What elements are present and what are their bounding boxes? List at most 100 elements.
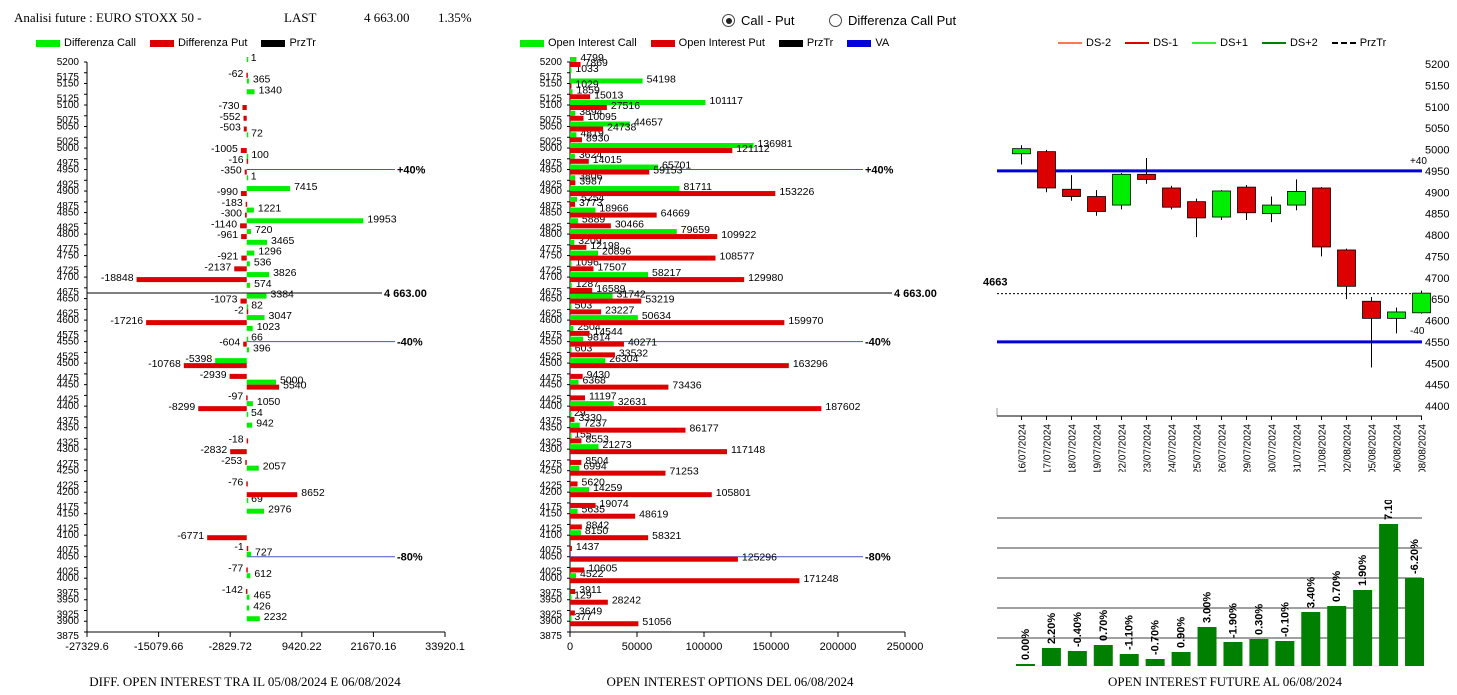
legend-item: PrzTr xyxy=(1331,37,1386,49)
y-tick-label: 3975 xyxy=(540,588,563,599)
bar xyxy=(570,272,649,278)
bar xyxy=(570,153,575,159)
data-label: -6771 xyxy=(177,530,204,542)
bar xyxy=(246,218,364,224)
bar xyxy=(570,438,582,444)
x-tick-label: 16/07/2024 xyxy=(1018,424,1029,472)
y-tick-label: 5025 xyxy=(540,136,563,147)
legend-item: DS-2 xyxy=(1058,37,1111,49)
bar xyxy=(136,277,247,283)
data-label: -6.20% xyxy=(1409,539,1421,574)
bar xyxy=(246,545,249,551)
bar xyxy=(570,126,604,132)
data-label: 2232 xyxy=(264,611,288,623)
data-label: 377 xyxy=(575,611,593,623)
bar xyxy=(1015,664,1035,666)
data-label: 59153 xyxy=(653,165,682,177)
data-label: 66 xyxy=(251,332,263,344)
y-tick-label: 4025 xyxy=(57,566,80,577)
data-label: 1221 xyxy=(258,203,282,215)
bar xyxy=(246,616,260,622)
x-tick-label: 250000 xyxy=(887,641,924,653)
candle-body xyxy=(1362,300,1381,319)
data-label: 3330 xyxy=(578,412,602,424)
data-label: 0.70% xyxy=(1331,571,1343,602)
bar xyxy=(246,497,249,503)
legend-label: Open Interest Call xyxy=(548,37,637,49)
y-tick-label: 4575 xyxy=(57,330,80,341)
bar xyxy=(570,492,712,498)
x-tick-label: 19/07/2024 xyxy=(1093,424,1104,472)
radio-call-put[interactable]: Call - Put xyxy=(722,13,794,28)
legend-label: Differenza Call xyxy=(64,37,136,49)
radio-call-put-label: Call - Put xyxy=(741,13,795,28)
bar xyxy=(570,309,602,315)
data-label: 14015 xyxy=(593,154,622,166)
data-label: 0.30% xyxy=(1253,604,1265,635)
data-label: 8842 xyxy=(586,519,610,531)
data-label: 24738 xyxy=(607,122,636,134)
y-tick-label: 4000 xyxy=(540,573,563,584)
bar xyxy=(1275,641,1295,666)
y-tick-label: 4800 xyxy=(1425,230,1449,242)
y-tick-label: 4850 xyxy=(1425,209,1449,221)
data-label: 105801 xyxy=(716,487,751,499)
level-label: +40% xyxy=(397,165,426,177)
bar xyxy=(246,272,270,278)
bar xyxy=(570,610,575,616)
y-tick-label: 4100 xyxy=(540,530,563,541)
y-tick-label: 4325 xyxy=(540,437,563,448)
y-tick-label: 5150 xyxy=(57,79,80,90)
data-label: 4799 xyxy=(580,52,604,64)
data-label: 6994 xyxy=(583,461,607,473)
x-tick-label: 0 xyxy=(567,641,573,653)
data-label: -142 xyxy=(222,584,243,596)
data-label: 15013 xyxy=(594,89,623,101)
bar xyxy=(241,255,247,261)
bar xyxy=(241,234,247,240)
y-tick-label: 4175 xyxy=(57,502,80,513)
y-tick-label: 5100 xyxy=(57,100,80,111)
bar xyxy=(570,616,572,622)
last-value: 4 663.00 xyxy=(364,10,410,25)
data-label: 40271 xyxy=(628,337,657,349)
y-tick-label: 5200 xyxy=(540,57,563,68)
data-label: 5000 xyxy=(280,375,304,387)
candle-body xyxy=(1312,187,1331,248)
bar xyxy=(570,422,580,428)
bar xyxy=(570,212,657,218)
data-label: 5620 xyxy=(582,476,606,488)
bar xyxy=(570,137,582,143)
data-label: 27516 xyxy=(611,100,640,112)
bar xyxy=(245,201,248,207)
data-label: 720 xyxy=(255,224,273,236)
y-tick-label: 4775 xyxy=(540,244,563,255)
bar xyxy=(570,67,572,73)
y-tick-label: 4600 xyxy=(540,315,563,326)
y-tick-label: 5100 xyxy=(540,100,563,111)
radio-differenza-label: Differenza Call Put xyxy=(848,13,957,28)
bar xyxy=(570,621,639,627)
bar xyxy=(246,78,249,84)
bar xyxy=(570,186,680,192)
y-tick-label: 5150 xyxy=(1425,80,1449,92)
y-tick-label: 5200 xyxy=(1425,59,1449,71)
bar xyxy=(246,422,253,428)
y-tick-label: 4650 xyxy=(1425,294,1449,306)
radio-differenza[interactable]: Differenza Call Put xyxy=(829,13,956,28)
bar xyxy=(1145,659,1165,666)
bar xyxy=(570,180,576,186)
legend-item: DS-1 xyxy=(1125,37,1178,49)
bar xyxy=(570,250,599,256)
bar xyxy=(570,567,585,573)
bar xyxy=(240,298,247,304)
data-label: 117148 xyxy=(731,444,765,456)
data-label: -18 xyxy=(228,433,243,445)
bar xyxy=(246,395,248,401)
y-tick-label: 4700 xyxy=(540,272,563,283)
open-interest-future-bars: 0.00% 2.20% -0.40% 0.70% -1.10% -0.70% 0.90% 3.… xyxy=(997,500,1425,666)
y-tick-label: 4650 xyxy=(57,294,80,305)
x-tick-label: 29/07/2024 xyxy=(1243,424,1254,472)
data-label: 7869 xyxy=(585,57,609,69)
